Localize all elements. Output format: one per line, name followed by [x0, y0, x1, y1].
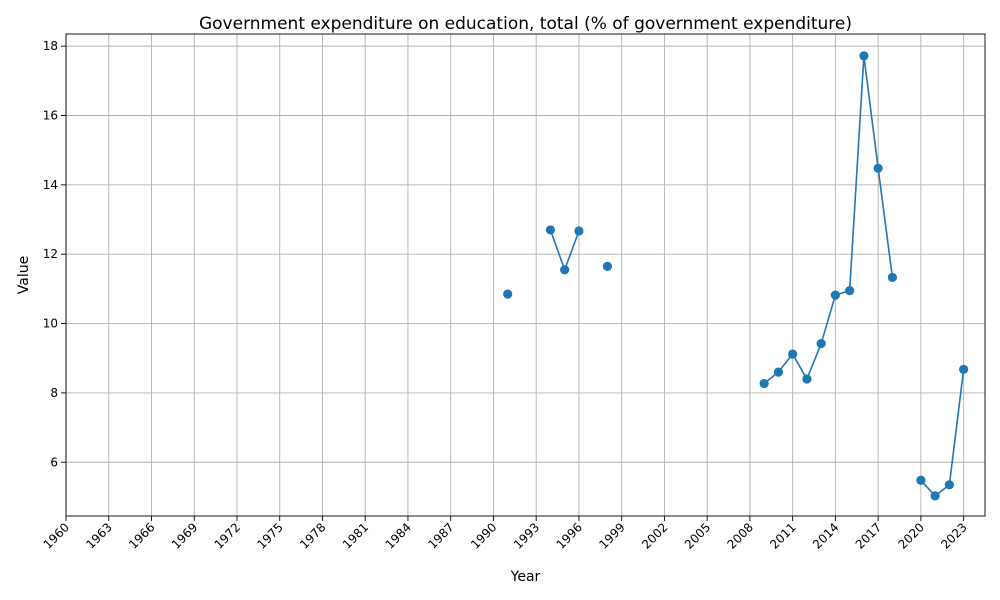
x-tick-label: 1969: [169, 520, 200, 551]
y-tick-label: 12: [43, 247, 58, 261]
series-line-segment: [763, 55, 894, 385]
grid-layer: [65, 34, 985, 516]
data-point: [816, 339, 826, 349]
y-axis-label: Value: [16, 256, 32, 294]
data-point: [873, 163, 883, 173]
x-tick-label: 2008: [725, 520, 756, 551]
y-tick-label: 14: [43, 178, 58, 192]
x-tick-label: 1960: [41, 520, 72, 551]
series-line-segment: [920, 369, 965, 497]
y-tick-label: 6: [50, 455, 58, 469]
y-tick-label: 18: [43, 39, 58, 53]
y-tick-label: 16: [43, 108, 58, 122]
x-tick-label: 2020: [896, 520, 927, 551]
data-point: [802, 374, 812, 384]
x-tick-label: 1978: [297, 520, 328, 551]
x-tick-label: 1975: [254, 520, 285, 551]
data-point: [944, 480, 954, 490]
x-tick-label: 2005: [682, 520, 713, 551]
data-point: [959, 364, 969, 374]
data-point: [773, 367, 784, 377]
data-point: [560, 265, 570, 275]
series-line-segment: [549, 229, 580, 273]
x-tick-label: 1984: [383, 520, 414, 551]
plot-frame: [65, 33, 986, 517]
x-tick-label: 2011: [767, 520, 798, 551]
y-tick-label: 8: [50, 386, 58, 400]
x-tick-label: 1999: [596, 520, 627, 551]
x-tick-label: 2002: [639, 520, 670, 551]
x-tick-label: 1972: [212, 520, 243, 551]
x-tick-label: 1966: [126, 520, 157, 551]
data-point: [916, 475, 926, 485]
x-tick-label: 1963: [83, 520, 114, 551]
data-point: [859, 51, 869, 61]
data-point: [759, 378, 769, 389]
data-point: [788, 349, 798, 359]
data-point: [830, 290, 841, 300]
x-tick-label: 1996: [554, 520, 585, 551]
x-tick-label: 1987: [425, 520, 456, 551]
x-tick-label: 1981: [340, 520, 371, 551]
y-tick-label: 10: [43, 317, 58, 331]
data-point: [574, 226, 584, 236]
chart-title: Government expenditure on education, tot…: [199, 14, 852, 34]
data-point: [845, 286, 855, 296]
x-tick-label: 2023: [938, 520, 969, 551]
x-axis-label: Year: [510, 569, 541, 585]
series-layer: [503, 51, 969, 501]
x-tick-label: 2014: [810, 520, 841, 551]
data-point: [503, 289, 513, 299]
data-point: [545, 225, 556, 235]
x-tick-label: 1993: [511, 520, 542, 551]
data-point: [887, 272, 897, 283]
data-point: [930, 491, 940, 501]
data-point: [602, 261, 613, 271]
x-tick-label: 2017: [853, 520, 884, 551]
x-tick-label: 1990: [468, 520, 499, 551]
tick-layer: 1960 1963 1966 1969 1972 1975 1978 1981 1984 1987…: [41, 39, 970, 552]
